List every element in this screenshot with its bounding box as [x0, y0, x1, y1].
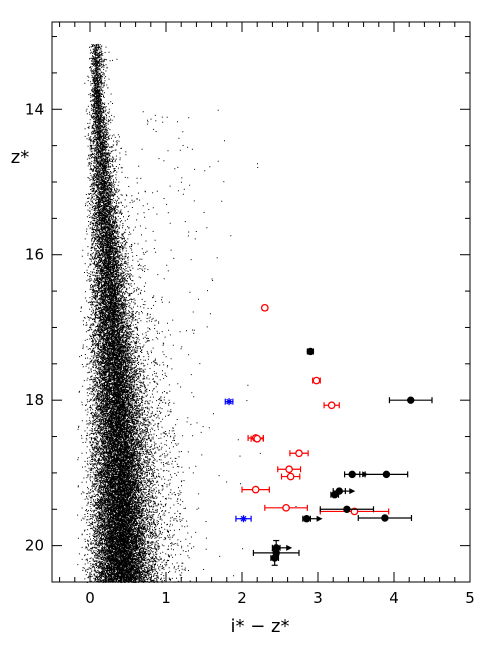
x-tick-label: 4	[389, 589, 399, 607]
limit-arrow-head	[286, 544, 293, 551]
data-point	[327, 401, 336, 410]
data-point	[407, 396, 415, 404]
data-point	[282, 503, 290, 512]
y-tick-label: 18	[25, 391, 44, 409]
limit-arrow-head	[349, 488, 356, 495]
x-tick-label: 2	[237, 589, 247, 607]
series-filled-circle	[252, 347, 433, 566]
y-tick-label: 16	[25, 246, 44, 264]
y-tick-label: 14	[25, 100, 44, 118]
data-point	[225, 398, 233, 406]
data-point	[381, 514, 389, 522]
star-cloud	[77, 43, 297, 583]
data-point	[251, 485, 260, 494]
data-point	[240, 515, 248, 523]
plot-frame	[51, 21, 471, 583]
data-point	[285, 465, 293, 474]
data-point	[382, 470, 391, 479]
y-axis-label: z*	[11, 147, 29, 168]
data-point	[286, 472, 295, 481]
data-point	[343, 505, 351, 513]
series-open-circle	[241, 303, 390, 516]
data-point	[295, 449, 303, 458]
limit-arrow-head	[316, 515, 323, 522]
plot-border	[51, 21, 471, 583]
data-point	[331, 491, 339, 499]
data-point	[253, 434, 262, 443]
data-series	[224, 303, 433, 566]
series-asterisk	[224, 398, 252, 523]
x-tick-label: 0	[85, 589, 95, 607]
x-tick-label: 3	[313, 589, 323, 607]
x-tick-label: 5	[465, 589, 475, 607]
x-axis: 0 1 2 3 4 5	[59, 22, 475, 607]
data-point	[312, 376, 321, 385]
data-point	[260, 303, 269, 312]
x-axis-label: i* − z*	[231, 616, 290, 637]
y-tick-label: 20	[25, 537, 44, 555]
x-tick-label: 1	[161, 589, 171, 607]
data-point	[270, 554, 279, 562]
y-axis: 14 16 18 20	[25, 36, 470, 583]
background-stars	[77, 43, 297, 583]
data-point	[306, 347, 315, 356]
